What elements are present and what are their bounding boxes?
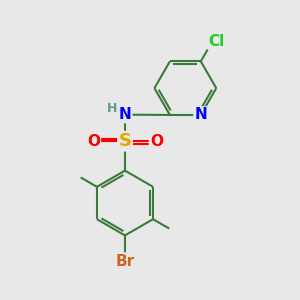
Text: N: N (118, 107, 131, 122)
Text: H: H (106, 102, 117, 115)
Text: N: N (194, 107, 207, 122)
Text: O: O (87, 134, 100, 149)
Text: Cl: Cl (208, 34, 224, 49)
Text: Br: Br (116, 254, 134, 268)
Text: S: S (118, 132, 131, 150)
Text: O: O (150, 134, 163, 149)
